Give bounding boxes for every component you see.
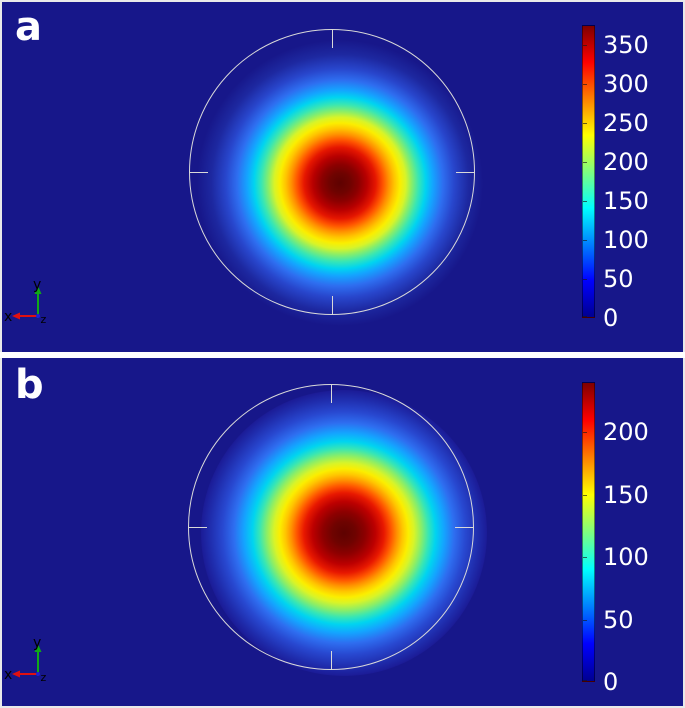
colorbar-tick-label: 100: [603, 225, 649, 254]
colorbar-tick-mark: [583, 122, 587, 124]
x-axis-arrowhead: [12, 312, 20, 320]
circle-tick-east: [455, 527, 473, 528]
colorbar-tick-label: 200: [603, 147, 649, 176]
z-axis-dot: [36, 672, 40, 676]
circle-tick-north: [332, 30, 333, 48]
colorbar-tick-mark: [583, 619, 587, 621]
circle-tick-north: [331, 385, 332, 403]
x-axis-arrowhead: [12, 670, 20, 678]
colorbar-tick-label: 50: [603, 264, 634, 293]
colorbar-tick-mark: [583, 200, 587, 202]
panel-a-label: a: [15, 4, 42, 50]
colorbar-tick-label: 200: [603, 418, 649, 446]
panel-b-domain-circle: [188, 384, 474, 670]
colorbar-tick-mark: [583, 278, 587, 280]
colorbar-tick-mark: [583, 494, 587, 496]
colorbar-tick-mark: [583, 44, 587, 46]
colorbar-tick-label: 50: [603, 605, 634, 634]
circle-tick-west: [190, 172, 208, 173]
colorbar-tick-mark: [583, 239, 587, 241]
colorbar-tick-label: 100: [603, 543, 649, 571]
panel-b-label: b: [15, 362, 44, 408]
y-axis-label: y: [33, 277, 41, 293]
colorbar-tick-mark: [583, 316, 587, 317]
y-axis-arrowhead: [34, 286, 42, 294]
x-axis-label: x: [4, 309, 12, 325]
circle-tick-west: [189, 527, 207, 528]
panel-a-colorbar: 350 300 250 200 150 100 50 0: [582, 25, 682, 331]
x-axis-label: x: [4, 667, 12, 683]
colorbar-tick-label: 300: [603, 69, 649, 98]
colorbar-tick-mark: [583, 680, 587, 681]
z-axis-label: z: [41, 313, 47, 325]
colorbar-tick-mark: [583, 432, 587, 433]
panel-b-colorbar-gradient: [582, 382, 595, 682]
coordinate-triad-icon: y x z: [4, 277, 47, 325]
panel-b-colorbar: 200 150 100 50 0: [582, 382, 682, 695]
z-axis-label: z: [41, 671, 47, 683]
panel-b: b 200 150 100 50 0 y x z: [0, 358, 685, 708]
colorbar-tick-label: 150: [603, 186, 649, 215]
colorbar-tick-mark: [583, 83, 587, 85]
y-axis-label: y: [33, 635, 41, 651]
circle-tick-east: [456, 172, 474, 173]
colorbar-tick-label: 150: [603, 480, 649, 509]
panel-divider: [0, 352, 685, 358]
circle-tick-south: [332, 296, 333, 314]
panel-a: a 350 300 250 200 150 100 50 0 y x z: [0, 0, 685, 352]
colorbar-tick-mark: [583, 161, 587, 163]
colorbar-tick-label: 350: [603, 30, 649, 59]
coordinate-triad-icon: y x z: [4, 635, 47, 683]
panel-a-domain-circle: [189, 29, 475, 315]
panel-a-colorbar-gradient: [582, 25, 595, 318]
z-axis-dot: [36, 314, 40, 318]
colorbar-tick-label: 0: [603, 668, 619, 696]
colorbar-tick-label: 250: [603, 108, 649, 137]
circle-tick-south: [331, 651, 332, 669]
colorbar-tick-mark: [583, 557, 587, 558]
y-axis-arrowhead: [34, 644, 42, 652]
colorbar-tick-label: 0: [603, 304, 619, 332]
